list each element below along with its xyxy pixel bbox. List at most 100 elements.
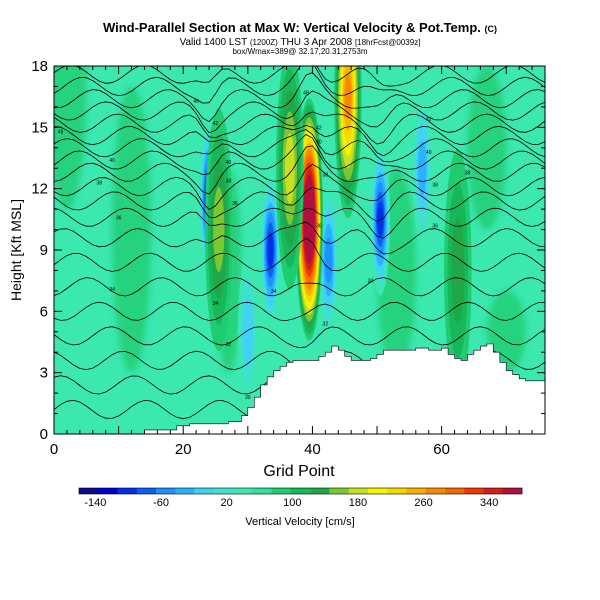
valid-time-utc: (1200Z) (249, 38, 278, 47)
colorbar-frame (78, 487, 523, 495)
colorbar-label: Vertical Velocity [cm/s] (245, 516, 355, 528)
core-level (306, 206, 312, 232)
theta-label-19: 34 (368, 279, 374, 285)
downdraft-core-3 (318, 183, 339, 337)
core-level (417, 140, 427, 196)
colorbar-swatch (98, 488, 118, 494)
theta-contour (54, 134, 545, 176)
plot-area: 48 45 42 40 38 36 40 38 36 34 34 32 30 34 48 42 40 38 36 34… (54, 66, 545, 434)
forecast-info: [18hrFcst@0039z] (354, 38, 421, 47)
colorbar-tick-100: 100 (283, 497, 301, 509)
colorbar-tick--60: -60 (153, 497, 169, 509)
theta-contour (54, 237, 545, 272)
y-tick-label-18: 18 (31, 58, 48, 75)
theta-label-25: 38 (465, 170, 471, 176)
theta-contour (54, 186, 545, 222)
theta-contour (54, 111, 545, 145)
colorbar-swatch (194, 488, 215, 494)
x-tick-label-40: 40 (304, 441, 321, 458)
downdraft-core-5 (237, 255, 258, 409)
theta-label-16: 40 (316, 140, 322, 146)
chart-subtitle: Valid 1400 LST (1200Z) THU 3 Apr 2008 [1… (0, 37, 600, 48)
colorbar-swatch (271, 488, 292, 494)
colorbar-swatch (290, 488, 311, 494)
y-tick-label-6: 6 (40, 303, 48, 320)
theta-label-20: 32 (323, 322, 329, 328)
theta-label-17: 38 (323, 172, 329, 178)
theta-label-12: 30 (245, 395, 251, 401)
theta-label-1: 45 (193, 99, 199, 105)
x-tick-label-20: 20 (175, 441, 192, 458)
colorbar-swatch (483, 488, 504, 494)
theta-contour (54, 326, 545, 349)
theta-contour (54, 145, 545, 195)
core-level (344, 74, 352, 119)
chart-subtitle-line3: box/Wmax=389@ 32.17,20.31,2753m (232, 47, 368, 56)
theta-contour (54, 90, 545, 134)
colorbar-swatch (233, 488, 253, 494)
theta-label-10: 34 (213, 301, 219, 307)
theta-contour (54, 301, 545, 321)
theta-label-15: 42 (316, 125, 322, 131)
updraft-core-3 (204, 108, 233, 351)
downdraft-core-1 (260, 173, 281, 327)
theta-label-22: 38 (432, 183, 438, 189)
theta-label-11: 32 (226, 342, 232, 348)
theta-contour (54, 129, 545, 163)
theta-label-9: 34 (109, 287, 115, 293)
theta-label-13: 34 (271, 289, 277, 295)
theta-contour (54, 207, 545, 239)
y-tick-label-3: 3 (40, 365, 48, 382)
colorbar-swatch (329, 488, 349, 494)
theta-label-14: 48 (303, 91, 309, 97)
x-tick-label-60: 60 (433, 441, 450, 458)
colorbar-tick-260: 260 (414, 497, 432, 509)
theta-label-4: 38 (96, 181, 102, 187)
x-tick-label-0: 0 (50, 441, 58, 458)
y-axis-label: Height [Kft MSL] (8, 199, 24, 301)
theta-label-18: 36 (316, 223, 322, 229)
weak-band (54, 66, 87, 209)
theta-label-2: 42 (213, 121, 219, 127)
core-level (267, 232, 274, 268)
colorbar-tick-20: 20 (221, 497, 233, 509)
theta-label-21: 40 (426, 150, 432, 156)
colorbar-tick--140: -140 (84, 497, 106, 509)
colorbar-swatch (156, 488, 176, 494)
x-axis-label: Grid Point (263, 463, 335, 480)
theta-contour (54, 277, 545, 297)
colorbar-swatch (367, 488, 388, 494)
theta-contour (54, 221, 545, 255)
colorbar-swatch (79, 488, 99, 494)
theta-contour (54, 66, 545, 87)
core-level (213, 187, 225, 272)
colorbar-swatch (406, 488, 426, 494)
y-tick-label-9: 9 (40, 242, 48, 259)
colorbar-swatch (502, 488, 523, 494)
valid-time: Valid 1400 LST (179, 37, 248, 48)
colorbar-swatch (117, 488, 138, 494)
y-tick-label-0: 0 (40, 426, 48, 443)
theta-label-6: 40 (226, 160, 232, 166)
terrain (54, 343, 545, 434)
updraft-core-4 (444, 149, 472, 392)
theta-label-8: 36 (232, 201, 238, 207)
theta-contour (54, 124, 545, 157)
colorbar: -140 -60 20 100 180 260 340 (78, 487, 523, 509)
core-level (284, 132, 295, 204)
colorbar-swatch (464, 488, 484, 494)
colorbar-swatch (175, 488, 195, 494)
chart-title: Wind-Parallel Section at Max W: Vertical… (0, 20, 600, 35)
theta-label-7: 38 (226, 178, 232, 184)
y-tick-label-12: 12 (31, 181, 48, 198)
valid-date: THU 3 Apr 2008 (280, 37, 353, 48)
colorbar-swatch (348, 488, 369, 494)
theta-labels: 48 45 42 40 38 36 40 38 36 34 34 32 30 34 48 42 40 38 36 34… (58, 91, 471, 402)
theta-label-3: 40 (109, 158, 115, 164)
colorbar-swatch (387, 488, 407, 494)
theta-contour (54, 163, 545, 211)
theta-label-24: 42 (426, 117, 432, 123)
colorbar-swatch (213, 488, 234, 494)
core-level (242, 297, 253, 367)
colorbar-swatch (136, 488, 157, 494)
